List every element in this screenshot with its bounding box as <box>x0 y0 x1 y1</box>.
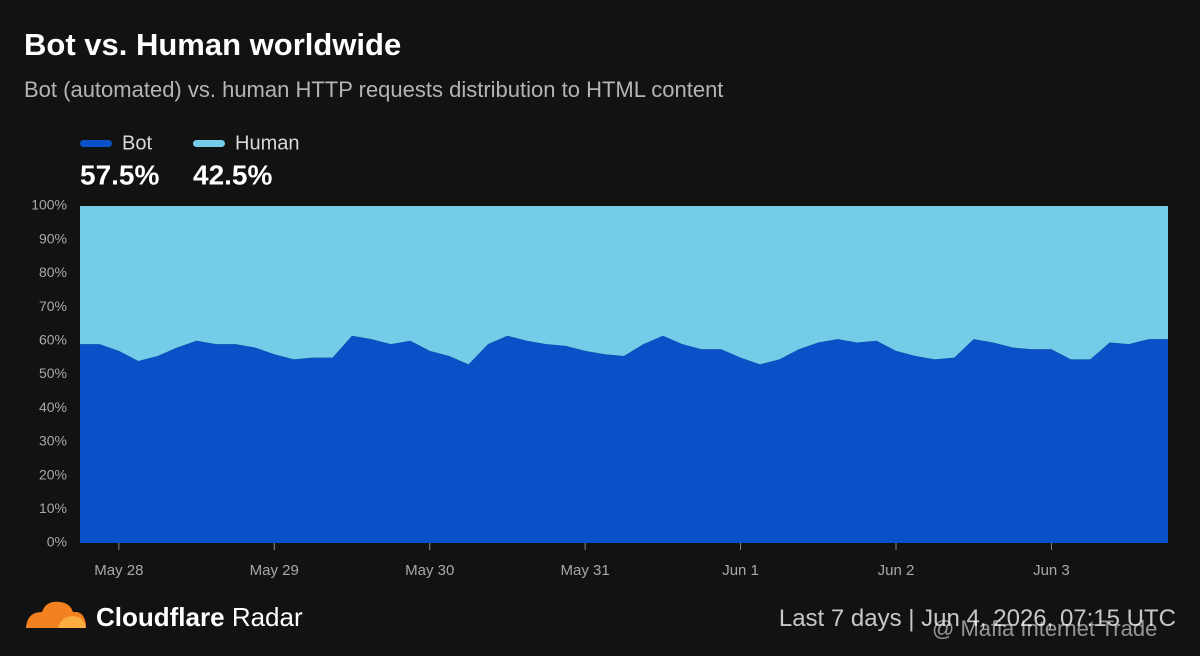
x-tick-label: May 28 <box>94 562 143 579</box>
chart-subtitle: Bot (automated) vs. human HTTP requests … <box>24 77 723 102</box>
legend-share: 57.5% <box>80 159 159 190</box>
footer: Cloudflare Radar Last 7 days | Jun 4, 20… <box>26 601 1176 641</box>
y-tick-label: 50% <box>39 365 67 381</box>
x-tick-label: May 30 <box>405 562 454 579</box>
y-tick-label: 90% <box>39 230 67 246</box>
plot: 0% 10% 20% 30% 40% 50% 60% 70% 80% 90% 100% May 28 M… <box>31 197 1168 579</box>
legend-share: 42.5% <box>193 159 272 190</box>
x-tick-label: Jun 1 <box>722 562 759 579</box>
y-tick-label: 30% <box>39 433 67 449</box>
watermark: @ Mafia Internet Trade <box>932 616 1157 641</box>
period: Last 7 days <box>779 605 902 632</box>
logo <box>26 601 86 628</box>
area <box>80 335 1168 543</box>
y-tick-label: 70% <box>39 298 67 314</box>
brand-name: Cloudflare Radar <box>96 602 303 632</box>
x-tick-label: May 29 <box>250 562 299 579</box>
x-tick-label: May 31 <box>561 562 610 579</box>
y-tick-label: 40% <box>39 399 67 415</box>
timestamp: Jun 4, 2026, 07:15 UTC <box>921 605 1176 632</box>
y-tick-label: 20% <box>39 466 67 482</box>
footer-info: Last 7 days | Jun 4, 2026, 07:15 UTC <box>779 605 1176 632</box>
x-tick-label: Jun 2 <box>878 562 915 579</box>
product: Radar <box>232 602 303 632</box>
y-tick-label: 80% <box>39 264 67 280</box>
y-tick-label: 100% <box>31 197 67 213</box>
chart-title: Bot vs. Human worldwide <box>24 27 401 62</box>
y-tick-label: 60% <box>39 332 67 348</box>
legend-label: Human <box>235 132 299 154</box>
x-tick-label: Jun 3 <box>1033 562 1070 579</box>
area <box>80 206 1168 365</box>
y-tick-label: 10% <box>39 500 67 516</box>
legend-swatch <box>193 140 225 147</box>
brand: Cloudflare <box>96 602 225 632</box>
legend-swatch <box>80 140 112 147</box>
legend: Bot 57.5% Human 42.5% <box>80 132 299 190</box>
y-tick-label: 0% <box>47 534 67 550</box>
legend-label: Bot <box>122 132 152 154</box>
